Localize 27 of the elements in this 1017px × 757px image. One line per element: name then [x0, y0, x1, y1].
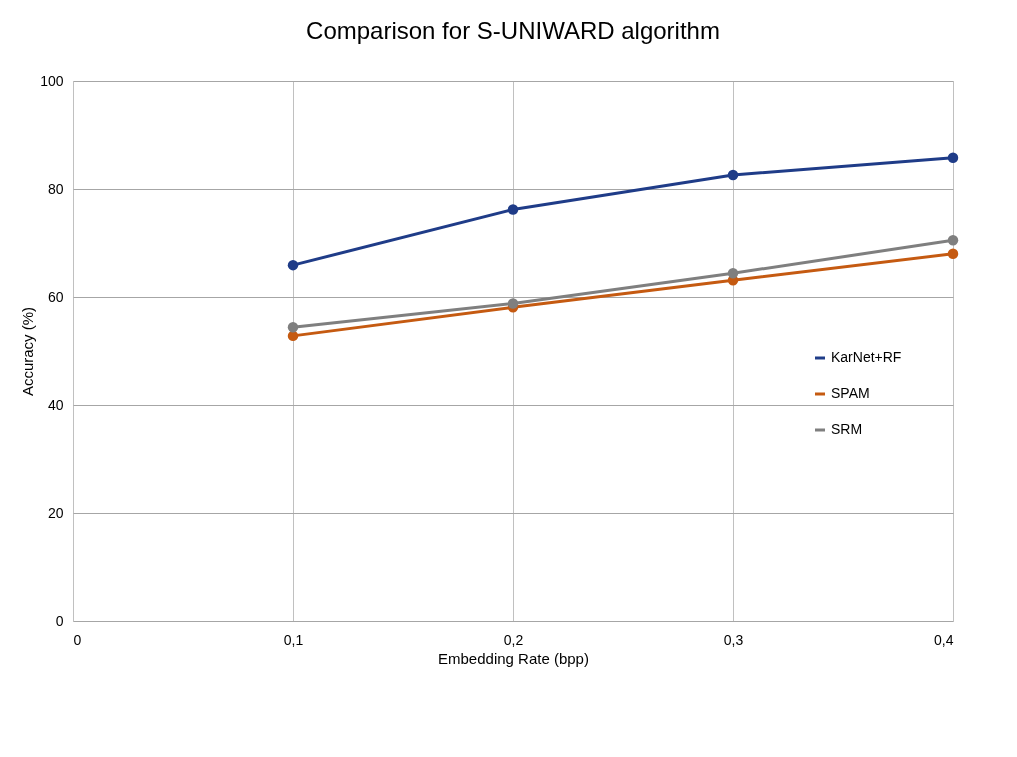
x-tick-label: 0,3 [723, 631, 744, 648]
point [287, 330, 299, 342]
x-tick-label: 0 [73, 631, 82, 648]
legend-label: SRM [831, 421, 863, 437]
point [727, 268, 739, 279]
point [287, 322, 299, 333]
point [947, 248, 959, 260]
point [947, 152, 959, 163]
point [507, 204, 519, 215]
y-tick-label: 0 [55, 612, 64, 629]
y-tick-label: 20 [47, 504, 64, 521]
chart-title: Comparison for S-UNIWARD algorithm [306, 17, 720, 44]
x-tick-label: 0,1 [283, 631, 304, 648]
x-tick-label: 0,4 [934, 631, 954, 648]
y-tick-label: 80 [47, 180, 64, 197]
point [947, 235, 959, 246]
x-axis-title: Embedding Rate (bpp) [438, 649, 589, 667]
point [507, 298, 519, 309]
legend-label: KarNet+RF [831, 349, 902, 365]
y-tick-label: 100 [40, 72, 64, 89]
legend-label: SPAM [831, 385, 870, 401]
point [727, 169, 739, 181]
y-axis-title: Accuracy (%) [19, 306, 37, 397]
y-tick-label: 40 [47, 396, 64, 413]
x-tick-label: 0,2 [503, 631, 524, 648]
point [287, 259, 299, 271]
y-tick-label: 60 [47, 288, 64, 305]
